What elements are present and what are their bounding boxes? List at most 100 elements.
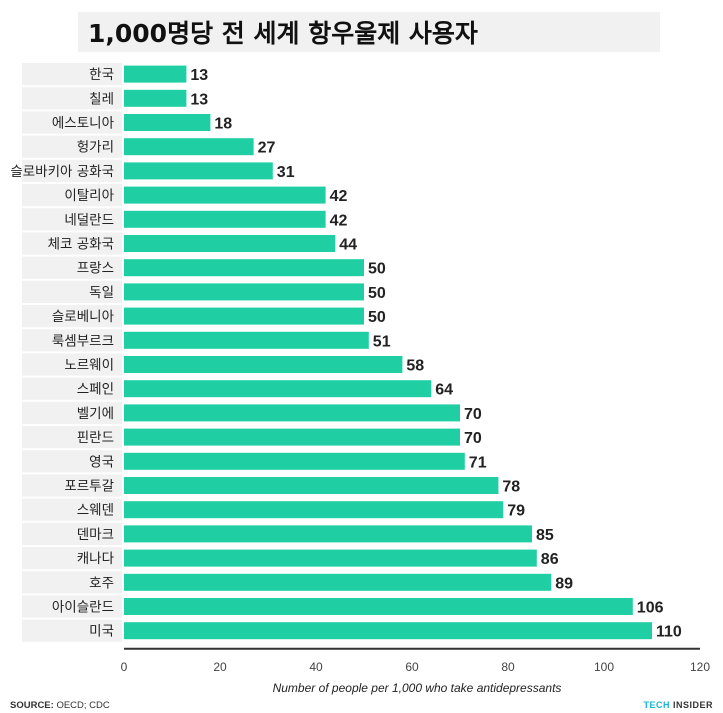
brand-logo: TECH INSIDER <box>643 700 713 710</box>
value-label: 13 <box>190 67 208 84</box>
tick-label: 40 <box>309 660 323 674</box>
category-label: 벨기에 <box>77 406 114 422</box>
bar <box>124 307 364 325</box>
label-band <box>22 498 122 521</box>
label-band <box>22 595 122 618</box>
category-label: 호주 <box>89 575 114 591</box>
bar <box>124 138 254 156</box>
category-label: 헝가리 <box>77 140 114 156</box>
tick-label: 120 <box>690 660 710 674</box>
category-label: 칠레 <box>89 91 114 107</box>
label-band <box>22 522 122 545</box>
value-label: 70 <box>464 430 482 447</box>
bar <box>124 186 326 204</box>
bar <box>124 331 369 349</box>
x-axis-ticks: 0 20 40 60 80 100 120 <box>121 660 711 674</box>
brand-insider: INSIDER <box>673 700 713 710</box>
label-band <box>22 571 122 594</box>
value-label: 79 <box>507 503 525 520</box>
label-band <box>22 87 122 110</box>
bar <box>124 65 187 83</box>
label-band <box>22 450 122 473</box>
label-band <box>22 280 122 303</box>
category-label: 독일 <box>89 285 114 301</box>
category-label: 에스토니아 <box>52 116 115 132</box>
label-band <box>22 305 122 328</box>
bar <box>124 259 364 277</box>
source-label: SOURCE: <box>10 700 54 711</box>
category-label: 슬로바키아 공화국 <box>10 164 114 180</box>
category-label: 포르투갈 <box>64 479 114 495</box>
category-label: 한국 <box>89 67 114 83</box>
label-bands <box>22 63 122 642</box>
title-background <box>78 12 660 52</box>
value-label: 42 <box>330 188 348 205</box>
value-label: 58 <box>406 358 424 375</box>
category-label: 슬로베니아 <box>52 309 115 325</box>
bar <box>124 477 499 494</box>
bar <box>124 598 633 615</box>
source-note: SOURCE: OECD; CDC <box>10 700 110 711</box>
value-label: 42 <box>330 212 348 229</box>
bar <box>124 404 460 422</box>
label-band <box>22 401 122 424</box>
label-band <box>22 619 122 642</box>
category-label: 체코 공화국 <box>48 237 114 253</box>
category-label: 스웨덴 <box>77 503 114 519</box>
label-band <box>22 159 122 182</box>
label-band <box>22 353 122 376</box>
value-label: 27 <box>258 140 276 157</box>
value-label: 70 <box>464 406 482 423</box>
category-label: 캐나다 <box>77 551 115 567</box>
x-axis-label: Number of people per 1,000 who take anti… <box>273 681 562 695</box>
bar <box>124 89 187 107</box>
value-label: 51 <box>373 333 391 350</box>
bar <box>124 428 460 446</box>
label-band <box>22 426 122 449</box>
label-band <box>22 232 122 255</box>
bar <box>124 235 336 252</box>
bar <box>124 501 504 519</box>
bar <box>124 283 364 301</box>
bar <box>124 162 273 180</box>
tick-label: 80 <box>501 660 515 674</box>
label-band <box>22 329 122 352</box>
value-label: 89 <box>555 575 573 592</box>
category-label: 룩셈부르크 <box>52 333 114 349</box>
bar <box>124 114 211 131</box>
category-label: 아이슬란드 <box>52 600 114 616</box>
value-label: 44 <box>339 237 357 254</box>
bar <box>124 573 552 591</box>
tick-label: 0 <box>121 660 128 674</box>
category-label: 프랑스 <box>77 261 114 277</box>
bars <box>124 65 652 640</box>
label-band <box>22 184 122 207</box>
label-band <box>22 111 122 134</box>
bar <box>124 210 326 228</box>
source-text: OECD; CDC <box>56 700 109 711</box>
value-label: 71 <box>469 454 487 471</box>
bar <box>124 622 652 640</box>
value-label: 64 <box>435 382 453 399</box>
bar <box>124 356 403 373</box>
label-band <box>22 256 122 279</box>
chart-title: 1,000명당 전 세계 항우울제 사용자 <box>88 19 478 48</box>
category-label: 이탈리아 <box>64 188 114 204</box>
label-band <box>22 377 122 400</box>
category-label: 미국 <box>89 624 114 640</box>
label-band <box>22 208 122 231</box>
category-label: 영국 <box>89 454 114 470</box>
value-label: 13 <box>190 91 208 108</box>
category-label: 네덜란드 <box>64 212 114 228</box>
category-label: 스페인 <box>77 382 114 398</box>
value-label: 86 <box>541 551 559 568</box>
value-label: 85 <box>536 527 554 544</box>
bar <box>124 525 532 543</box>
tick-label: 60 <box>405 660 419 674</box>
value-label: 50 <box>368 261 386 278</box>
bar <box>124 549 537 567</box>
label-band <box>22 547 122 570</box>
value-label: 110 <box>656 624 682 641</box>
